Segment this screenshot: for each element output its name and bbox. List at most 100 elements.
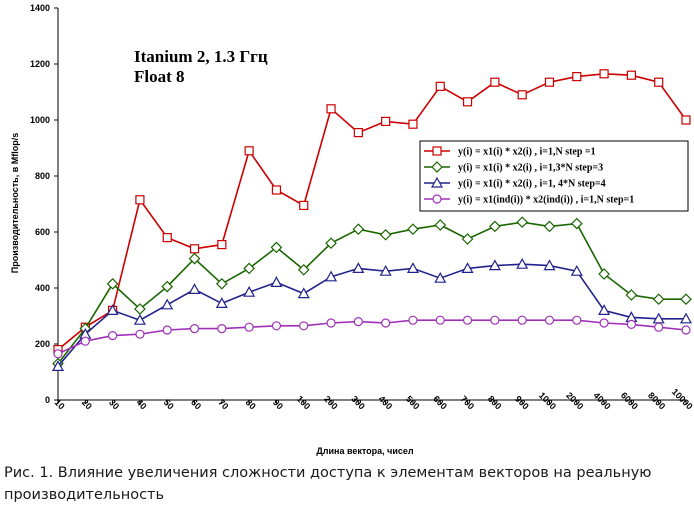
data-point	[299, 200, 309, 210]
legend-label: y(i) = x1(i) * x2(i) , i=1,3*N step=3	[458, 163, 603, 174]
x-tick-label: 500	[404, 394, 422, 412]
x-tick-label: 10000	[670, 387, 694, 412]
x-tick-label: 800	[486, 394, 504, 412]
data-point	[299, 321, 309, 331]
legend-marker	[432, 194, 442, 204]
series-2	[52, 216, 692, 370]
legend-label: y(i) = x1(i) * x2(i) , i=1,N step =1	[458, 147, 596, 158]
x-tick-label: 40	[134, 397, 148, 411]
data-point	[51, 360, 65, 371]
data-point	[53, 349, 63, 359]
data-point	[461, 233, 474, 245]
x-tick-label: 400	[377, 394, 395, 412]
y-tick-labels: 0 200 400 600 800 1000 1200 1400	[30, 3, 50, 405]
y-tick-label: 600	[35, 227, 50, 237]
data-point	[353, 128, 363, 138]
data-point	[599, 69, 609, 79]
data-point	[543, 220, 556, 233]
data-point	[243, 262, 255, 275]
legend-item-4: y(i) = x1(ind(i)) * x2(ind(i)) , i=1,N s…	[424, 194, 634, 206]
data-point	[215, 297, 228, 308]
data-point	[271, 321, 282, 331]
x-tick-label: 60	[189, 397, 203, 411]
data-point	[626, 319, 636, 329]
data-point	[517, 90, 527, 100]
y-tick-label: 800	[35, 171, 50, 181]
data-point	[108, 331, 118, 341]
data-point	[162, 233, 172, 243]
data-point	[652, 293, 665, 306]
legend-item-2: y(i) = x1(i) * x2(i) , i=1,3*N step=3	[424, 161, 603, 174]
legend-item-3: y(i) = x1(i) * x2(i) , i=1, 4*N step=4	[424, 176, 606, 190]
data-point	[217, 324, 227, 334]
data-point	[161, 298, 174, 310]
data-point	[80, 336, 90, 346]
x-tick-label: 70	[216, 397, 230, 411]
x-tick-label: 200	[322, 394, 340, 412]
data-point	[543, 259, 556, 271]
series-line	[57, 319, 687, 355]
series-layer	[51, 69, 693, 371]
data-point	[626, 70, 636, 80]
data-point	[270, 241, 283, 254]
data-point	[572, 71, 582, 82]
data-point	[544, 315, 555, 325]
y-tick-label: 1400	[30, 3, 50, 13]
data-point	[188, 283, 201, 294]
data-point	[434, 271, 447, 283]
data-point	[654, 77, 664, 87]
x-tick-label: 1000	[537, 390, 558, 411]
data-point	[517, 315, 527, 325]
x-tick-label: 600	[431, 394, 449, 412]
series-line	[57, 263, 686, 367]
data-point	[106, 277, 119, 290]
data-point	[326, 104, 336, 114]
legend-label: y(i) = x1(ind(i)) * x2(ind(i)) , i=1,N s…	[458, 195, 634, 206]
x-tick-label: 20	[80, 397, 94, 411]
x-tick-label: 6000	[619, 390, 640, 411]
data-point	[516, 216, 529, 229]
data-point	[271, 185, 282, 195]
data-point	[243, 285, 256, 297]
data-point	[680, 293, 692, 306]
data-point	[435, 81, 445, 92]
data-point	[570, 264, 583, 276]
x-tick-label: 2000	[564, 390, 585, 411]
data-point	[490, 77, 500, 87]
data-point	[381, 116, 391, 127]
data-point	[325, 270, 338, 282]
data-point	[570, 217, 583, 230]
data-point	[189, 324, 200, 334]
data-point	[270, 276, 283, 287]
data-point	[133, 313, 146, 325]
data-point	[353, 317, 363, 327]
chart-axes	[54, 7, 687, 404]
data-point	[489, 220, 501, 233]
chart-title-line-1: Itanium 2, 1.3 Ггц	[134, 47, 268, 66]
legend-marker	[430, 176, 444, 188]
data-point	[379, 264, 392, 276]
data-point	[162, 325, 172, 335]
legend-marker	[432, 146, 442, 156]
data-point	[490, 315, 500, 325]
data-point	[408, 119, 418, 129]
series-line	[57, 72, 687, 351]
data-point	[352, 223, 365, 236]
x-axis-title: Длина вектора, чисел	[316, 446, 414, 456]
data-point	[297, 287, 310, 299]
data-point	[625, 289, 638, 301]
figure-caption: Рис. 1. Влияние увеличения сложности дос…	[4, 465, 652, 503]
data-point	[217, 240, 227, 250]
data-point	[215, 277, 228, 290]
legend-item-1: y(i) = x1(i) * x2(i) , i=1,N step =1	[424, 146, 596, 158]
data-point	[326, 318, 336, 328]
data-point	[462, 315, 473, 325]
y-tick-label: 1200	[30, 59, 50, 69]
chart: 0 200 400 600 800 1000 1200 1400 10 20 30 40 50 60 70…	[10, 3, 694, 456]
title-box	[128, 42, 276, 88]
series-4	[53, 315, 691, 359]
data-point	[379, 228, 392, 241]
chart-title-line-2: Float 8	[134, 67, 185, 86]
x-tick-label: 10	[53, 397, 67, 411]
data-point	[189, 244, 200, 254]
